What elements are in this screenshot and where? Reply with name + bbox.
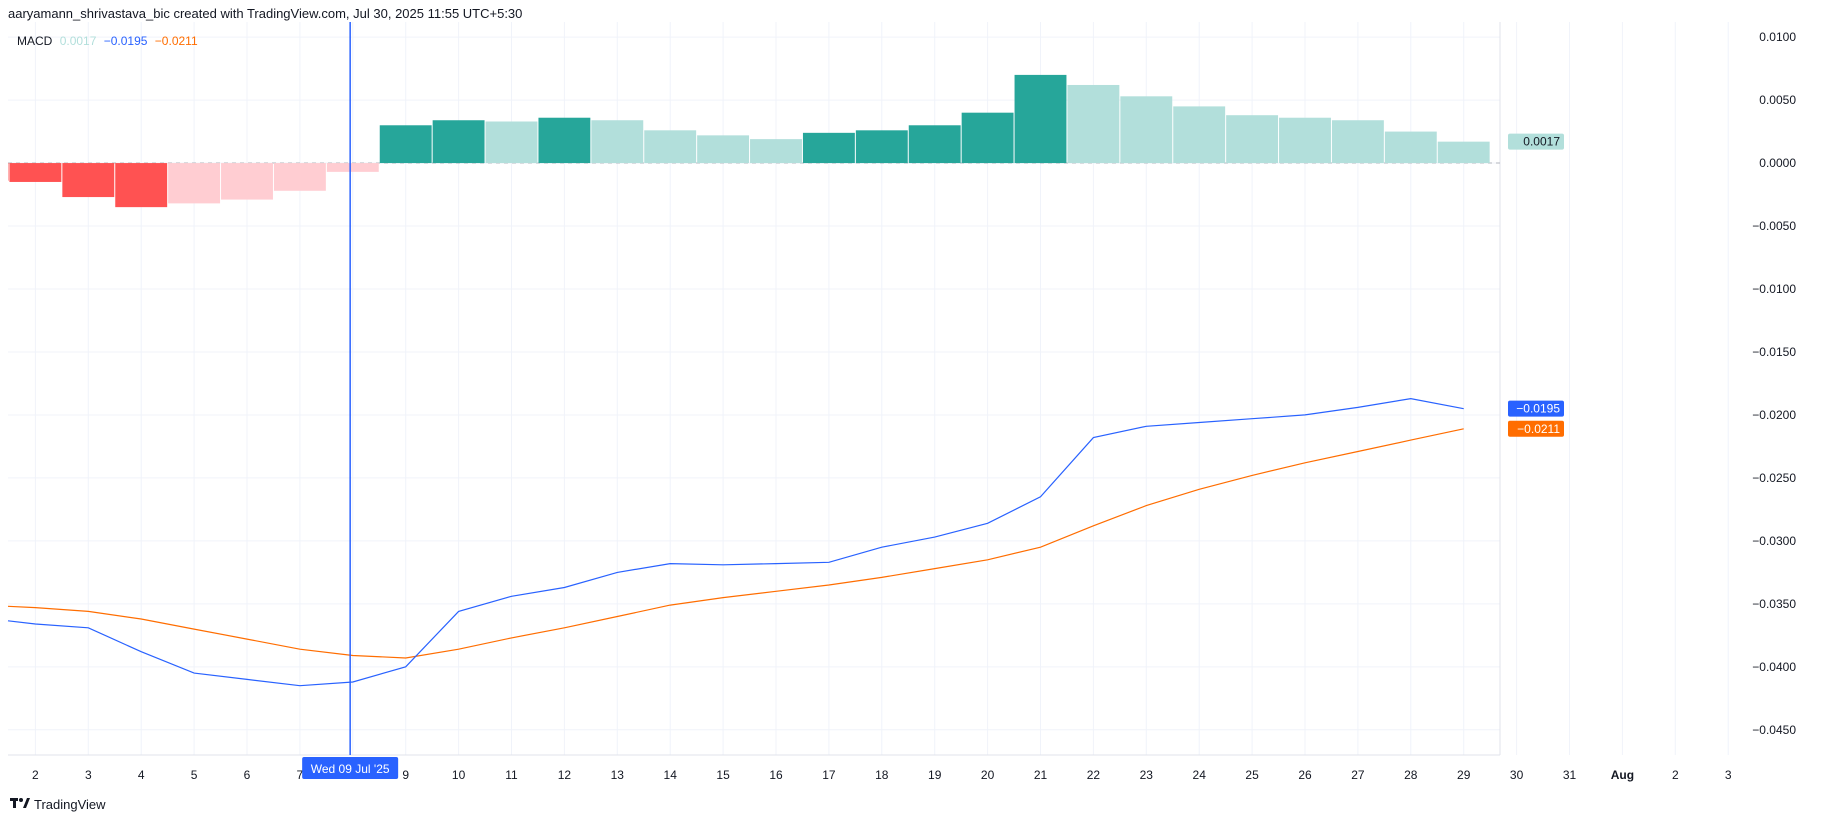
x-tick-label: 29 xyxy=(1457,768,1471,782)
legend-signal-value: −0.0211 xyxy=(154,34,198,48)
crosshair-date-label: Wed 09 Jul '25 xyxy=(311,762,390,776)
histogram-bar[interactable] xyxy=(1120,96,1173,164)
x-tick-label: 10 xyxy=(452,768,466,782)
histogram-bar[interactable] xyxy=(9,163,62,182)
histogram-bar[interactable] xyxy=(432,120,485,164)
histogram-bar[interactable] xyxy=(1384,131,1437,164)
crosshair-date-box xyxy=(302,757,399,779)
x-tick-label: 14 xyxy=(664,768,678,782)
histogram-price-label-box xyxy=(1508,133,1564,150)
signal-line[interactable] xyxy=(7,428,1464,659)
x-tick-label: 2 xyxy=(1672,768,1679,782)
histogram-price-label: 0.0017 xyxy=(1523,135,1560,149)
footer-brand[interactable]: TradingView xyxy=(10,797,106,812)
histogram-bar[interactable] xyxy=(1067,84,1120,164)
histogram-bar[interactable] xyxy=(1331,120,1384,164)
histogram-bar[interactable] xyxy=(591,120,644,164)
x-tick-label: 5 xyxy=(191,768,198,782)
y-tick-label: −0.0100 xyxy=(1752,282,1796,296)
x-tick-label: 21 xyxy=(1034,768,1048,782)
histogram-bar[interactable] xyxy=(168,163,221,204)
histogram-bar[interactable] xyxy=(750,139,802,164)
legend-indicator-name: MACD xyxy=(17,34,53,48)
histogram-bar[interactable] xyxy=(379,125,432,164)
x-tick-label: 6 xyxy=(244,768,251,782)
x-tick-label: 23 xyxy=(1140,768,1154,782)
histogram-bar[interactable] xyxy=(326,163,379,172)
histogram-bar[interactable] xyxy=(1279,117,1331,164)
indicator-legend[interactable]: MACD 0.0017 −0.0195 −0.0211 xyxy=(17,34,202,48)
attribution-text: aaryamann_shrivastava_bic created with T… xyxy=(8,6,523,21)
histogram-bar[interactable] xyxy=(485,121,538,164)
x-tick-label: 13 xyxy=(611,768,625,782)
x-tick-label: 16 xyxy=(769,768,783,782)
x-tick-label: 22 xyxy=(1087,768,1101,782)
x-tick-label: 17 xyxy=(822,768,836,782)
macd-price-label-box xyxy=(1508,400,1564,417)
x-tick-label: 11 xyxy=(505,768,518,782)
tradingview-logo-icon xyxy=(10,797,30,812)
histogram-bar[interactable] xyxy=(221,163,273,200)
macd-price-label: −0.0195 xyxy=(1516,402,1560,416)
x-tick-label: 25 xyxy=(1245,768,1259,782)
y-tick-label: −0.0350 xyxy=(1752,597,1796,611)
x-tick-label: 26 xyxy=(1298,768,1312,782)
legend-macd-value: −0.0195 xyxy=(103,34,148,48)
footer-brand-label: TradingView xyxy=(34,797,106,812)
x-tick-label: 9 xyxy=(402,768,409,782)
histogram-bar[interactable] xyxy=(115,163,168,208)
x-tick-label: 30 xyxy=(1510,768,1524,782)
histogram-bar[interactable] xyxy=(802,132,855,164)
macd-line[interactable] xyxy=(7,397,1464,687)
x-tick-label: 19 xyxy=(928,768,942,782)
x-tick-label: 28 xyxy=(1404,768,1418,782)
histogram-bar[interactable] xyxy=(644,130,697,164)
histogram-bar[interactable] xyxy=(961,112,1014,164)
y-tick-label: −0.0250 xyxy=(1752,471,1796,485)
x-tick-label: 27 xyxy=(1351,768,1365,782)
histogram-bar[interactable] xyxy=(1014,74,1067,164)
histogram-bar[interactable] xyxy=(538,117,591,164)
histogram-bar[interactable] xyxy=(855,130,908,164)
histogram-bar[interactable] xyxy=(62,163,115,198)
histogram-bar[interactable] xyxy=(1173,106,1226,164)
x-tick-label: 15 xyxy=(716,768,730,782)
y-tick-label: −0.0300 xyxy=(1752,534,1796,548)
y-tick-label: 0.0050 xyxy=(1759,93,1796,107)
signal-price-label: −0.0211 xyxy=(1517,422,1560,436)
x-tick-label: 3 xyxy=(85,768,92,782)
x-tick-label: 4 xyxy=(138,768,145,782)
y-tick-label: −0.0050 xyxy=(1752,219,1796,233)
x-tick-label: 18 xyxy=(875,768,889,782)
legend-histogram-value: 0.0017 xyxy=(59,34,97,48)
x-tick-label: 2 xyxy=(32,768,39,782)
signal-price-label-box xyxy=(1508,420,1564,437)
y-tick-label: −0.0400 xyxy=(1752,660,1796,674)
x-tick-label: 7 xyxy=(297,768,304,782)
histogram-bar[interactable] xyxy=(1226,115,1279,164)
histogram-bar[interactable] xyxy=(697,135,750,164)
y-tick-label: −0.0200 xyxy=(1752,408,1796,422)
x-tick-label: 24 xyxy=(1193,768,1207,782)
y-tick-label: −0.0450 xyxy=(1752,723,1796,737)
y-tick-label: −0.0150 xyxy=(1752,345,1796,359)
x-tick-label: 31 xyxy=(1563,768,1577,782)
x-tick-label: 20 xyxy=(981,768,995,782)
histogram-bar[interactable] xyxy=(908,125,961,164)
histogram-bar[interactable] xyxy=(1437,141,1490,164)
x-tick-label: 3 xyxy=(1725,768,1732,782)
y-tick-label: 0.0000 xyxy=(1759,156,1796,170)
x-tick-label: Aug xyxy=(1611,768,1634,782)
y-tick-label: 0.0100 xyxy=(1759,30,1796,44)
histogram-bar[interactable] xyxy=(273,163,326,191)
x-tick-label: 12 xyxy=(558,768,572,782)
